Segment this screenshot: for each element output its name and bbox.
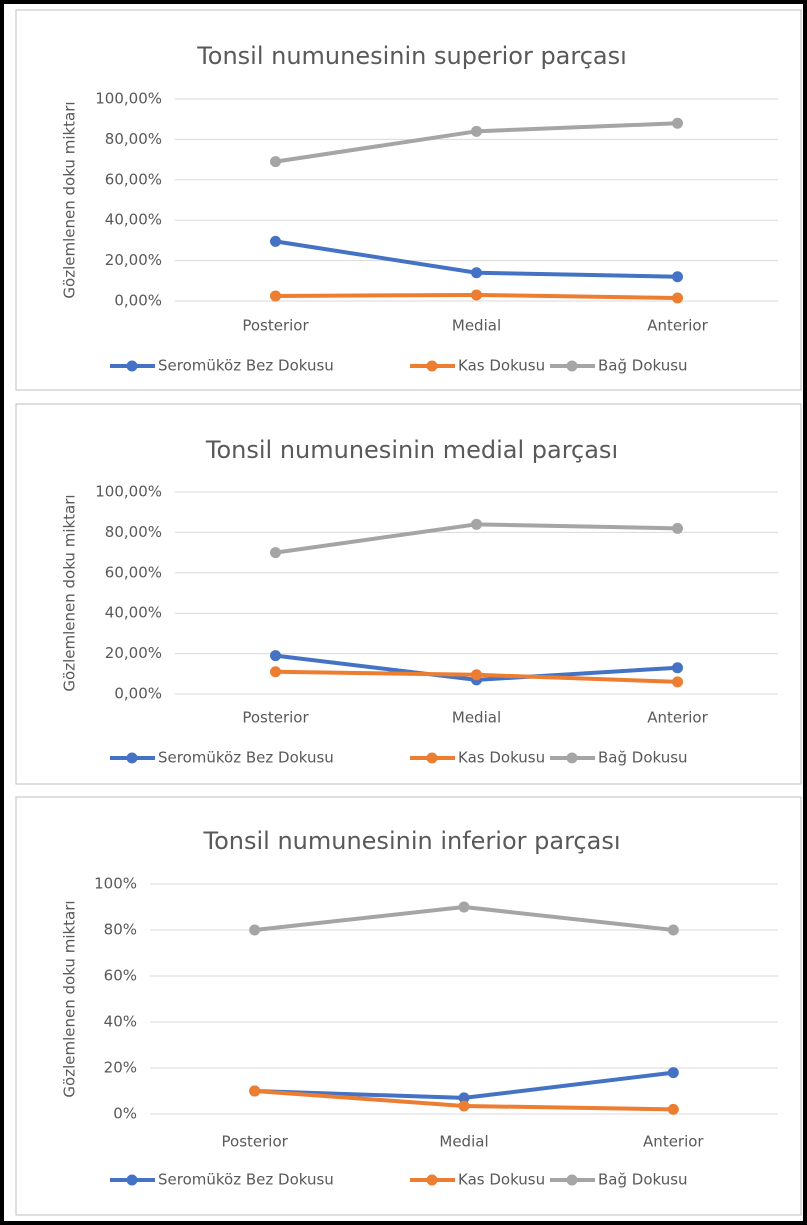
data-point bbox=[672, 271, 683, 283]
chart-title: Tonsil numunesinin medial parçası bbox=[205, 436, 618, 464]
x-tick-label: Posterior bbox=[242, 709, 309, 727]
y-axis-label: Gözlemlenen doku miktarı bbox=[61, 101, 79, 298]
x-tick-label: Anterior bbox=[647, 317, 708, 335]
data-point bbox=[672, 117, 683, 129]
y-tick-label: 20,00% bbox=[105, 644, 162, 662]
data-point bbox=[458, 1092, 470, 1104]
data-point bbox=[249, 924, 261, 936]
chart-panel bbox=[15, 796, 802, 1216]
legend-label: Kas Dokusu bbox=[458, 749, 545, 767]
legend-marker bbox=[566, 1174, 578, 1186]
x-tick-label: Anterior bbox=[647, 709, 708, 727]
data-point bbox=[672, 522, 683, 534]
y-tick-label: 0,00% bbox=[114, 292, 162, 310]
data-point bbox=[471, 267, 482, 279]
y-tick-label: 40,00% bbox=[105, 604, 162, 622]
legend-marker bbox=[566, 752, 578, 764]
legend-label: Seromüköz Bez Dokusu bbox=[158, 357, 334, 375]
legend-marker bbox=[566, 360, 578, 372]
legend-label: Bağ Dokusu bbox=[598, 1171, 688, 1189]
y-tick-label: 80,00% bbox=[105, 523, 162, 541]
legend-label: Seromüköz Bez Dokusu bbox=[158, 1171, 334, 1189]
y-tick-label: 80,00% bbox=[105, 130, 162, 148]
y-tick-label: 60% bbox=[104, 967, 137, 985]
y-axis-label: Gözlemlenen doku miktarı bbox=[61, 494, 79, 691]
data-point bbox=[672, 292, 683, 304]
data-point bbox=[270, 156, 281, 168]
y-tick-label: 40,00% bbox=[105, 211, 162, 229]
data-point bbox=[471, 125, 482, 137]
chart-panel bbox=[15, 403, 802, 785]
data-point bbox=[270, 290, 281, 302]
y-axis-label: Gözlemlenen doku miktarı bbox=[61, 900, 79, 1097]
x-tick-label: Posterior bbox=[242, 317, 309, 335]
legend-label: Kas Dokusu bbox=[458, 357, 545, 375]
data-point bbox=[270, 650, 281, 662]
y-tick-label: 60,00% bbox=[105, 170, 162, 188]
data-point bbox=[667, 1103, 679, 1115]
data-point bbox=[270, 547, 281, 559]
x-tick-label: Medial bbox=[452, 709, 501, 727]
data-point bbox=[667, 1067, 679, 1079]
y-tick-label: 80% bbox=[104, 921, 137, 939]
legend-marker bbox=[426, 752, 438, 764]
legend-label: Bağ Dokusu bbox=[598, 749, 688, 767]
legend-marker bbox=[426, 1174, 438, 1186]
x-tick-label: Anterior bbox=[643, 1133, 704, 1151]
legend-label: Bağ Dokusu bbox=[598, 357, 688, 375]
legend-marker bbox=[426, 360, 438, 372]
legend-marker bbox=[126, 1174, 138, 1186]
y-tick-label: 60,00% bbox=[105, 563, 162, 581]
legend-marker bbox=[126, 360, 138, 372]
legend-label: Kas Dokusu bbox=[458, 1171, 545, 1189]
x-tick-label: Medial bbox=[452, 317, 501, 335]
data-point bbox=[471, 518, 482, 530]
legend-marker bbox=[126, 752, 138, 764]
data-point bbox=[270, 235, 281, 247]
chart-title: Tonsil numunesinin superior parçası bbox=[196, 42, 627, 70]
data-point bbox=[471, 669, 482, 681]
data-point bbox=[270, 666, 281, 678]
legend-label: Seromüköz Bez Dokusu bbox=[158, 749, 334, 767]
data-point bbox=[667, 924, 679, 936]
data-point bbox=[249, 1085, 261, 1097]
data-point bbox=[458, 1100, 470, 1112]
data-point bbox=[672, 676, 683, 688]
x-tick-label: Posterior bbox=[222, 1133, 289, 1151]
data-point bbox=[458, 901, 470, 913]
y-tick-label: 0,00% bbox=[114, 685, 162, 703]
y-tick-label: 40% bbox=[104, 1013, 137, 1031]
y-tick-label: 0% bbox=[113, 1105, 137, 1123]
y-tick-label: 100% bbox=[94, 875, 137, 893]
y-tick-label: 20% bbox=[104, 1059, 137, 1077]
data-point bbox=[471, 289, 482, 301]
y-tick-label: 20,00% bbox=[105, 251, 162, 269]
chart-panel bbox=[15, 9, 802, 391]
data-point bbox=[672, 662, 683, 674]
y-tick-label: 100,00% bbox=[95, 483, 162, 501]
x-tick-label: Medial bbox=[439, 1133, 488, 1151]
y-tick-label: 100,00% bbox=[95, 90, 162, 108]
chart-title: Tonsil numunesinin inferior parçası bbox=[203, 827, 621, 855]
